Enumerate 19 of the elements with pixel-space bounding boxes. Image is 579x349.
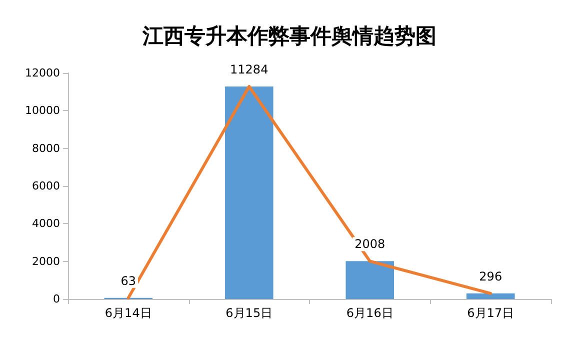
x-tick-label: 6月17日 xyxy=(467,306,514,320)
bar xyxy=(346,261,394,299)
data-label: 2008 xyxy=(354,237,386,252)
data-label: 63 xyxy=(120,274,136,288)
y-tick-label: 0 xyxy=(53,292,60,306)
data-label: 11284 xyxy=(230,62,268,76)
bar xyxy=(466,293,515,299)
chart-title: 江西专升本作弊事件舆情趋势图 xyxy=(142,23,436,48)
x-tick-label: 6月14日 xyxy=(104,306,152,320)
y-tick-label: 6000 xyxy=(32,180,60,192)
bar xyxy=(224,86,274,299)
x-tick-label: 6月16日 xyxy=(346,306,394,320)
y-tick-label: 8000 xyxy=(32,142,60,155)
y-tick-label: 2000 xyxy=(32,254,60,268)
y-tick-label: 4000 xyxy=(32,217,60,230)
y-tick-label: 12000 xyxy=(25,66,60,80)
data-label: 296 xyxy=(479,269,502,284)
x-tick-label: 6月15日 xyxy=(226,306,273,320)
y-tick-label: 10000 xyxy=(25,104,60,118)
